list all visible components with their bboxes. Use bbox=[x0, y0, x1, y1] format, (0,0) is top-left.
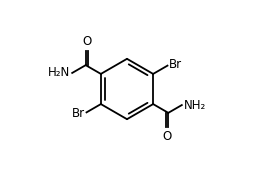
Text: NH₂: NH₂ bbox=[184, 99, 206, 112]
Text: Br: Br bbox=[169, 58, 182, 71]
Text: Br: Br bbox=[72, 107, 85, 120]
Text: H₂N: H₂N bbox=[48, 66, 70, 79]
Text: O: O bbox=[82, 35, 91, 48]
Text: O: O bbox=[163, 130, 172, 143]
